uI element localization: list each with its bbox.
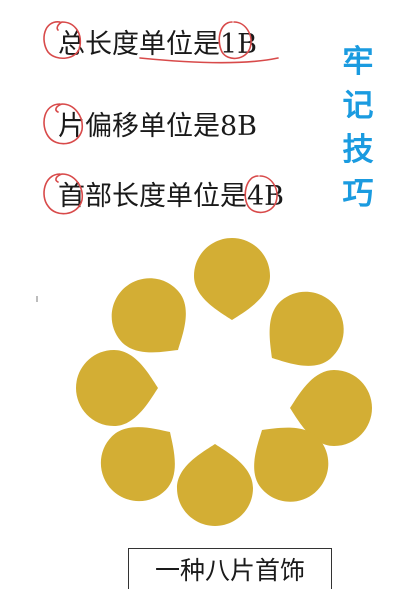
petal-6 bbox=[100, 427, 175, 502]
fragment-offset-line: 片偏移单位是8B bbox=[58, 111, 258, 142]
side-label-char: 巧 bbox=[342, 176, 374, 212]
petal-5 bbox=[177, 444, 253, 526]
side-label-char: 技 bbox=[342, 132, 374, 168]
petal-3 bbox=[290, 370, 372, 446]
stray-mark bbox=[36, 296, 38, 302]
total-length-line: 总长度单位是1B bbox=[58, 29, 258, 60]
petal-2 bbox=[269, 291, 344, 366]
caption: 一种八片首饰 bbox=[128, 548, 332, 589]
petal-8 bbox=[111, 278, 186, 353]
petal-4 bbox=[254, 427, 329, 502]
eight-petal-ornament bbox=[76, 238, 372, 526]
petal-1 bbox=[194, 238, 270, 320]
petal-7 bbox=[76, 350, 158, 426]
header-length-line: 首部长度单位是4B bbox=[58, 181, 285, 212]
side-label-char: 记 bbox=[342, 88, 374, 124]
side-label-char: 牢 bbox=[342, 44, 374, 80]
